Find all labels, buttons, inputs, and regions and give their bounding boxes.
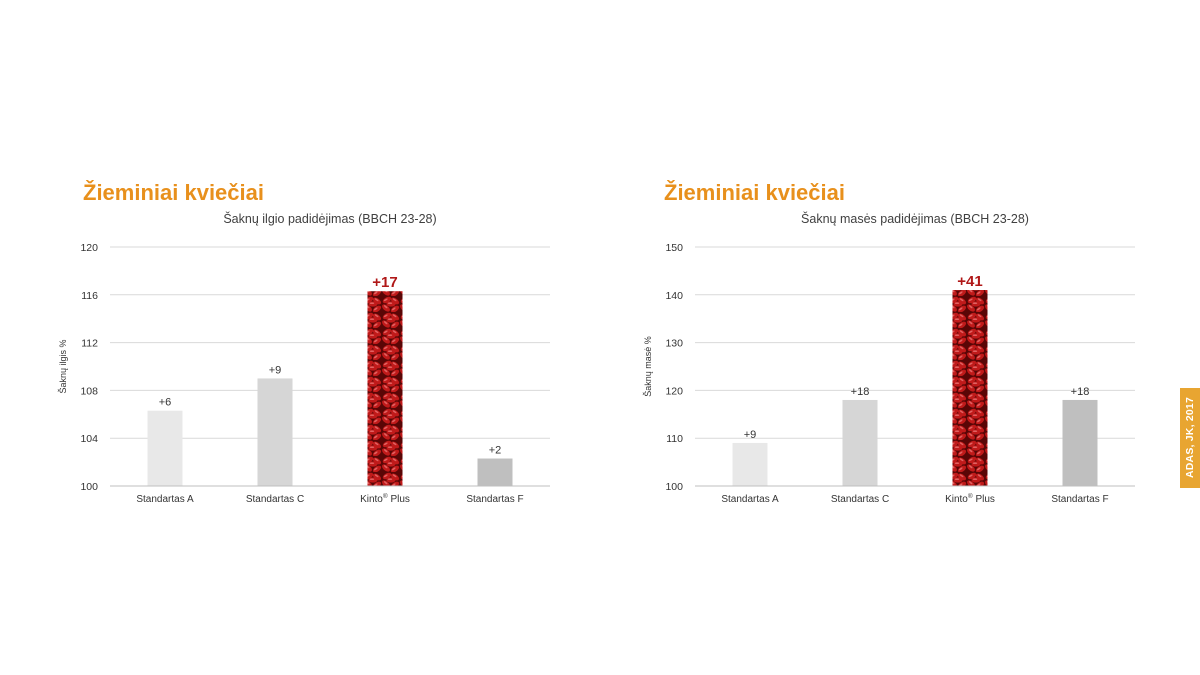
data-label: +18 xyxy=(1071,386,1090,398)
bar-kinto-plus xyxy=(367,291,403,486)
data-label: +9 xyxy=(744,429,757,441)
y-tick-label: 120 xyxy=(80,242,98,254)
y-tick-label: 100 xyxy=(80,481,98,493)
source-tab: ADAS, JK, 2017 xyxy=(1180,388,1200,488)
data-label: +18 xyxy=(851,386,870,398)
y-tick-label: 140 xyxy=(665,290,683,302)
data-label: +17 xyxy=(372,274,397,291)
chart-title-right: Žieminiai kviečiai xyxy=(664,180,845,205)
y-tick-label: 120 xyxy=(665,385,683,397)
y-axis-label: Šaknų ilgis % xyxy=(58,339,68,393)
y-tick-label: 110 xyxy=(666,433,683,445)
x-tick-label: Standartas C xyxy=(246,494,304,505)
y-tick-label: 108 xyxy=(80,385,98,397)
y-tick-label: 150 xyxy=(665,242,683,254)
y-tick-label: 116 xyxy=(81,290,98,302)
root-mass-chart: Šaknų masės padidėjimas (BBCH 23-28) Šakn… xyxy=(643,211,1135,505)
y-axis-label: Šaknų masė % xyxy=(643,336,653,397)
bar-standartas-c xyxy=(842,399,878,486)
x-tick-label: Standartas A xyxy=(136,494,194,505)
x-tick-label: Kinto® Plus xyxy=(945,492,995,505)
chart-title-left: Žieminiai kviečiai xyxy=(83,180,264,205)
data-label: +9 xyxy=(269,364,282,376)
source-label: ADAS, JK, 2017 xyxy=(1184,397,1196,479)
bar-standartas-f xyxy=(1062,399,1098,486)
bar-standartas-a xyxy=(147,410,183,486)
x-tick-label: Standartas A xyxy=(721,494,779,505)
bar-standartas-f xyxy=(477,458,513,486)
chart-subtitle: Šaknų ilgio padidėjimas (BBCH 23-28) xyxy=(223,211,436,226)
x-tick-label: Standartas C xyxy=(831,494,889,505)
y-tick-label: 112 xyxy=(81,338,98,350)
y-tick-label: 100 xyxy=(665,481,683,493)
chart-subtitle: Šaknų masės padidėjimas (BBCH 23-28) xyxy=(801,211,1029,226)
root-length-chart: Šaknų ilgio padidėjimas (BBCH 23-28) Šakn… xyxy=(58,211,550,505)
data-label: +6 xyxy=(159,397,172,409)
bar-standartas-a xyxy=(732,442,768,486)
x-tick-label: Kinto® Plus xyxy=(360,492,410,505)
y-tick-label: 130 xyxy=(665,338,683,350)
x-tick-label: Standartas F xyxy=(466,494,523,505)
data-label: +41 xyxy=(957,273,982,290)
y-tick-label: 104 xyxy=(80,433,98,445)
bar-kinto-plus xyxy=(952,290,988,486)
bar-standartas-c xyxy=(257,378,293,486)
x-tick-label: Standartas F xyxy=(1051,494,1108,505)
data-label: +2 xyxy=(489,445,502,457)
